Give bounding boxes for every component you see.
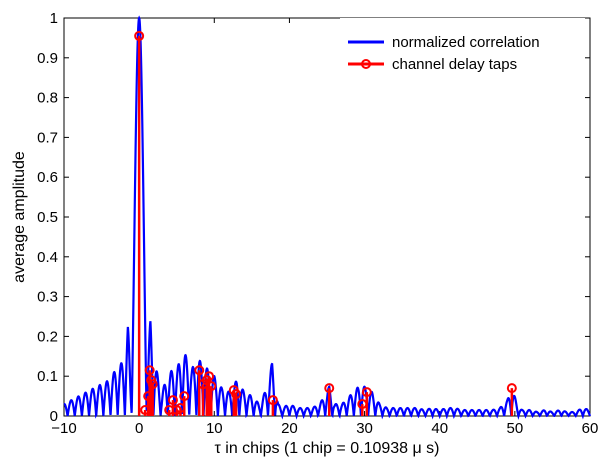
y-tick-label: 0.9 bbox=[37, 50, 58, 67]
stem-marker bbox=[267, 395, 278, 406]
y-axis: 0 0.1 0.2 0.3 0.4 0.5 0.6 0.7 0.8 0.9 1 bbox=[37, 10, 590, 425]
y-tick-label: 0.2 bbox=[37, 328, 58, 345]
series-layer bbox=[63, 15, 592, 421]
x-tick-label: 50 bbox=[507, 420, 524, 437]
stem-marker bbox=[506, 383, 517, 394]
stem-marker bbox=[231, 389, 242, 400]
y-tick-label: 0 bbox=[50, 408, 58, 425]
series-line-normalized-correlation bbox=[63, 15, 592, 421]
y-axis-label: average amplitude bbox=[11, 151, 28, 283]
stem-marker bbox=[194, 365, 205, 376]
x-tick-label: 0 bbox=[135, 420, 143, 437]
y-tick-label: 0.7 bbox=[37, 129, 58, 146]
stem-marker bbox=[361, 387, 372, 398]
y-tick-label: 0.3 bbox=[37, 289, 58, 306]
x-tick-label: −10 bbox=[51, 420, 76, 437]
x-tick-label: 10 bbox=[206, 420, 223, 437]
x-axis: −10 0 10 20 30 40 50 60 bbox=[51, 18, 598, 437]
legend-label-normalized-correlation: normalized correlation bbox=[392, 34, 540, 51]
legend-label-channel-delay-taps: channel delay taps bbox=[392, 56, 517, 73]
y-tick-label: 1 bbox=[50, 10, 58, 27]
y-tick-label: 0.5 bbox=[37, 209, 58, 226]
stem-marker bbox=[204, 371, 215, 382]
stem-marker bbox=[206, 381, 217, 392]
x-axis-label: τ in chips (1 chip = 0.10938 μ s) bbox=[215, 440, 440, 457]
y-tick-label: 0.6 bbox=[37, 169, 58, 186]
stem-marker bbox=[134, 30, 145, 41]
stem-marker bbox=[324, 383, 335, 394]
x-tick-label: 30 bbox=[356, 420, 373, 437]
stem-marker bbox=[147, 379, 158, 390]
legend-marker-channel-delay-taps bbox=[361, 59, 371, 69]
x-tick-label: 20 bbox=[281, 420, 298, 437]
y-tick-label: 0.1 bbox=[37, 368, 58, 385]
stem-marker bbox=[167, 395, 178, 406]
x-tick-label: 60 bbox=[582, 420, 599, 437]
legend: normalized correlation channel delay tap… bbox=[340, 18, 585, 73]
x-tick-label: 40 bbox=[431, 420, 448, 437]
y-tick-label: 0.4 bbox=[37, 249, 58, 266]
stem-marker bbox=[179, 391, 190, 402]
y-tick-label: 0.8 bbox=[37, 90, 58, 107]
stem-marker bbox=[144, 365, 155, 376]
